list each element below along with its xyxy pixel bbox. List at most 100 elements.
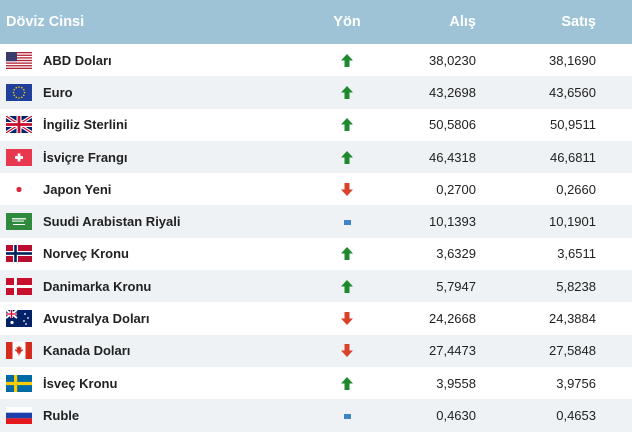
arrow-up-icon [341,150,353,164]
arrow-down-icon [341,312,353,326]
buy-rate: 38,0230 [429,52,476,68]
buy-rate: 10,1393 [429,214,476,230]
currency-name[interactable]: İngiliz Sterlini [43,117,128,133]
sell-rate: 0,4653 [556,407,596,423]
table-row[interactable]: Japon Yeni 0,2700 0,2660 [0,173,632,205]
direction-cell [300,312,394,326]
direction-cell [300,53,394,67]
table-row[interactable]: Ruble 0,4630 0,4653 [0,399,632,432]
currency-cell: İsveç Kronu [0,374,300,392]
currency-cell: Avustralya Doları [0,310,300,328]
currency-cell: Japon Yeni [0,181,300,198]
arrow-up-icon [341,376,353,390]
table-row[interactable]: Kanada Doları 27,4473 27,5848 [0,334,632,367]
australia-flag-icon [6,310,32,328]
arrow-up-icon [341,118,353,132]
sell-rate: 38,1690 [549,52,596,68]
currency-name[interactable]: Japon Yeni [43,181,112,197]
currency-name[interactable]: Kanada Doları [43,343,131,359]
currency-name[interactable]: Euro [43,84,73,100]
buy-rate: 43,2698 [429,84,476,100]
buy-rate: 27,4473 [429,343,476,359]
arrow-up-icon [341,85,353,99]
unchanged-icon [343,220,351,226]
sell-rate: 43,6560 [549,84,596,100]
currency-cell: Kanada Doları [0,342,300,360]
table-row[interactable]: Euro 43,2698 43,6560 [0,76,632,109]
table-row[interactable]: Danimarka Kronu 5,7947 5,8238 [0,270,632,303]
table-row[interactable]: İsviçre Frangı 46,4318 46,6811 [0,140,632,174]
direction-cell [300,85,394,99]
header-direction[interactable]: Yön [333,14,361,30]
arrow-up-icon [341,279,353,293]
direction-cell [300,150,394,164]
buy-rate: 24,2668 [429,311,476,327]
canada-flag-icon [6,342,32,360]
direction-cell [300,344,394,358]
currency-name[interactable]: Ruble [43,407,80,423]
table-body: ABD Doları 38,0230 38,1690 Euro 43,2698 43,65… [0,44,632,432]
sell-rate: 3,6511 [557,246,596,262]
header-buy[interactable]: Alış [449,14,476,30]
buy-rate: 5,7947 [436,278,476,294]
japan-flag-icon [16,186,22,192]
denmark-flag-icon [6,277,32,295]
table-row[interactable]: Avustralya Doları 24,2668 24,3884 [0,302,632,334]
arrow-up-icon [341,53,353,67]
currency-cell: İngiliz Sterlini [0,116,300,134]
currency-cell: Suudi Arabistan Riyali [0,213,300,231]
direction-cell [300,412,394,419]
currency-name[interactable]: Avustralya Doları [43,311,150,327]
currency-name[interactable]: ABD Doları [43,52,112,68]
currency-cell: Norveç Kronu [0,245,300,263]
currency-name[interactable]: Danimarka Kronu [43,278,152,294]
direction-cell [300,376,394,390]
sweden-flag-icon [6,374,32,392]
direction-cell [300,182,394,196]
usa-flag-icon [6,51,32,69]
swiss-flag-icon [6,148,32,166]
saudi-flag-icon [6,213,32,231]
header-currency[interactable]: Döviz Cinsi [6,14,85,30]
currency-cell: Danimarka Kronu [0,277,300,295]
russia-flag-icon [6,406,32,424]
table-header: Döviz Cinsi Yön Alış Satış [0,0,632,44]
table-row[interactable]: İsveç Kronu 3,9558 3,9756 [0,367,632,399]
sell-rate: 24,3884 [549,311,596,327]
currency-cell: ABD Doları [0,51,300,69]
sell-rate: 10,1901 [549,214,596,230]
sell-rate: 46,6811 [549,149,596,165]
direction-cell [300,247,394,261]
currency-cell: Ruble [0,406,300,424]
currency-cell: İsviçre Frangı [0,148,300,166]
sell-rate: 50,9511 [549,117,596,133]
sell-rate: 5,8238 [556,278,596,294]
sell-rate: 0,2660 [556,181,596,197]
arrow-down-icon [341,344,353,358]
arrow-up-icon [341,247,353,261]
uk-flag-icon [6,116,32,134]
currency-name[interactable]: İsveç Kronu [43,375,118,391]
table-row[interactable]: Norveç Kronu 3,6329 3,6511 [0,238,632,270]
currency-name[interactable]: Suudi Arabistan Riyali [43,214,181,230]
unchanged-icon [343,413,351,419]
norway-flag-icon [6,245,32,263]
table-row[interactable]: Suudi Arabistan Riyali 10,1393 10,1901 [0,205,632,238]
table-row[interactable]: İngiliz Sterlini 50,5806 50,9511 [0,109,632,141]
direction-cell [300,118,394,132]
currency-name[interactable]: İsviçre Frangı [43,149,128,165]
currency-name[interactable]: Norveç Kronu [43,246,129,262]
direction-cell [300,218,394,226]
buy-rate: 50,5806 [429,117,476,133]
buy-rate: 46,4318 [429,149,476,165]
arrow-down-icon [341,182,353,196]
buy-rate: 0,4630 [436,407,476,423]
buy-rate: 3,9558 [436,375,476,391]
header-sell[interactable]: Satış [561,14,596,30]
eu-flag-icon [6,83,32,101]
buy-rate: 3,6329 [436,246,476,262]
table-row[interactable]: ABD Doları 38,0230 38,1690 [0,44,632,76]
sell-rate: 27,5848 [549,343,596,359]
currency-cell: Euro [0,83,300,101]
